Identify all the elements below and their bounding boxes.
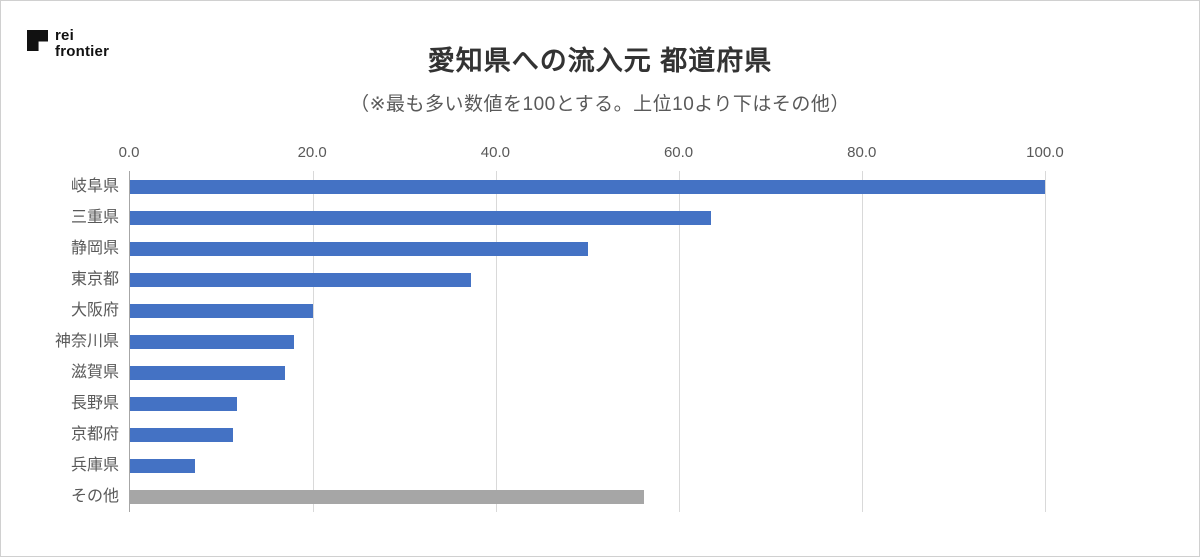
category-label: 東京都 [70, 271, 119, 288]
category-label: 岐阜県 [70, 178, 119, 195]
category-label: 滋賀県 [70, 364, 119, 381]
category-label: 兵庫県 [70, 457, 119, 474]
gridline [1045, 171, 1047, 512]
axis-corner-spacer [21, 141, 129, 171]
rei-frontier-logo-text: rei frontier [55, 28, 109, 60]
chart-subtitle: （※最も多い数値を100とする。上位10より下はその他） [350, 94, 850, 115]
category-label: 大阪府 [70, 302, 119, 319]
x-tick-label: 80.0 [847, 144, 877, 161]
category-label: 静岡県 [70, 240, 119, 257]
bar-row [130, 481, 1164, 512]
bar-row [130, 295, 1164, 326]
x-tick-label: 100.0 [1026, 144, 1064, 161]
x-tick-label: 40.0 [480, 144, 510, 161]
logo-line-2: frontier [55, 43, 110, 60]
gridline [496, 171, 498, 512]
bar-row [130, 326, 1164, 357]
logo-line-1: rei [55, 27, 74, 44]
bars [130, 171, 1164, 512]
bar-神奈川県 [130, 334, 294, 349]
x-axis: 0.0 20.0 40.0 60.0 80.0 100.0 [21, 141, 1164, 171]
bar-row [130, 450, 1164, 481]
bar-滋賀県 [130, 365, 285, 380]
category-label: 三重県 [70, 209, 119, 226]
bar-岐阜県 [130, 179, 1046, 194]
gridline [313, 171, 314, 512]
bar-row [130, 233, 1164, 264]
bar-chart: 0.0 20.0 40.0 60.0 80.0 100.0 岐阜県三重県静岡県東京都大阪府… [21, 141, 1164, 512]
category-label: 神奈川県 [54, 333, 119, 350]
chart-body: 岐阜県三重県静岡県東京都大阪府神奈川県滋賀県長野県京都府兵庫県その他 [21, 171, 1164, 512]
bar-長野県 [130, 396, 238, 411]
gridline [679, 171, 681, 512]
bar-大阪府 [130, 303, 313, 318]
chart-title: 愛知県への流入元 都道府県 [427, 46, 773, 76]
bar-東京都 [130, 272, 472, 287]
bar-row [130, 419, 1164, 450]
plot-area [129, 171, 1164, 512]
gridline [862, 171, 864, 512]
x-axis-ticks: 0.0 20.0 40.0 60.0 80.0 100.0 [119, 141, 1164, 171]
category-label: 京都府 [70, 426, 119, 443]
bar-京都府 [130, 427, 234, 442]
x-tick-label: 20.0 [297, 144, 327, 161]
x-tick-label: 60.0 [663, 144, 694, 161]
category-label: その他 [70, 488, 119, 505]
bar-静岡県 [130, 241, 588, 256]
bar-row [130, 171, 1164, 202]
bar-row [130, 357, 1164, 388]
bar-row [130, 388, 1164, 419]
bar-その他 [130, 489, 645, 504]
y-axis-labels: 岐阜県三重県静岡県東京都大阪府神奈川県滋賀県長野県京都府兵庫県その他 [21, 171, 129, 512]
bar-row [130, 202, 1164, 233]
bar-兵庫県 [130, 458, 195, 473]
x-tick-label: 0.0 [118, 144, 140, 161]
bar-三重県 [130, 210, 712, 225]
category-label: 長野県 [70, 395, 119, 412]
bar-row [130, 264, 1164, 295]
rei-frontier-logo: rei frontier [27, 28, 109, 60]
